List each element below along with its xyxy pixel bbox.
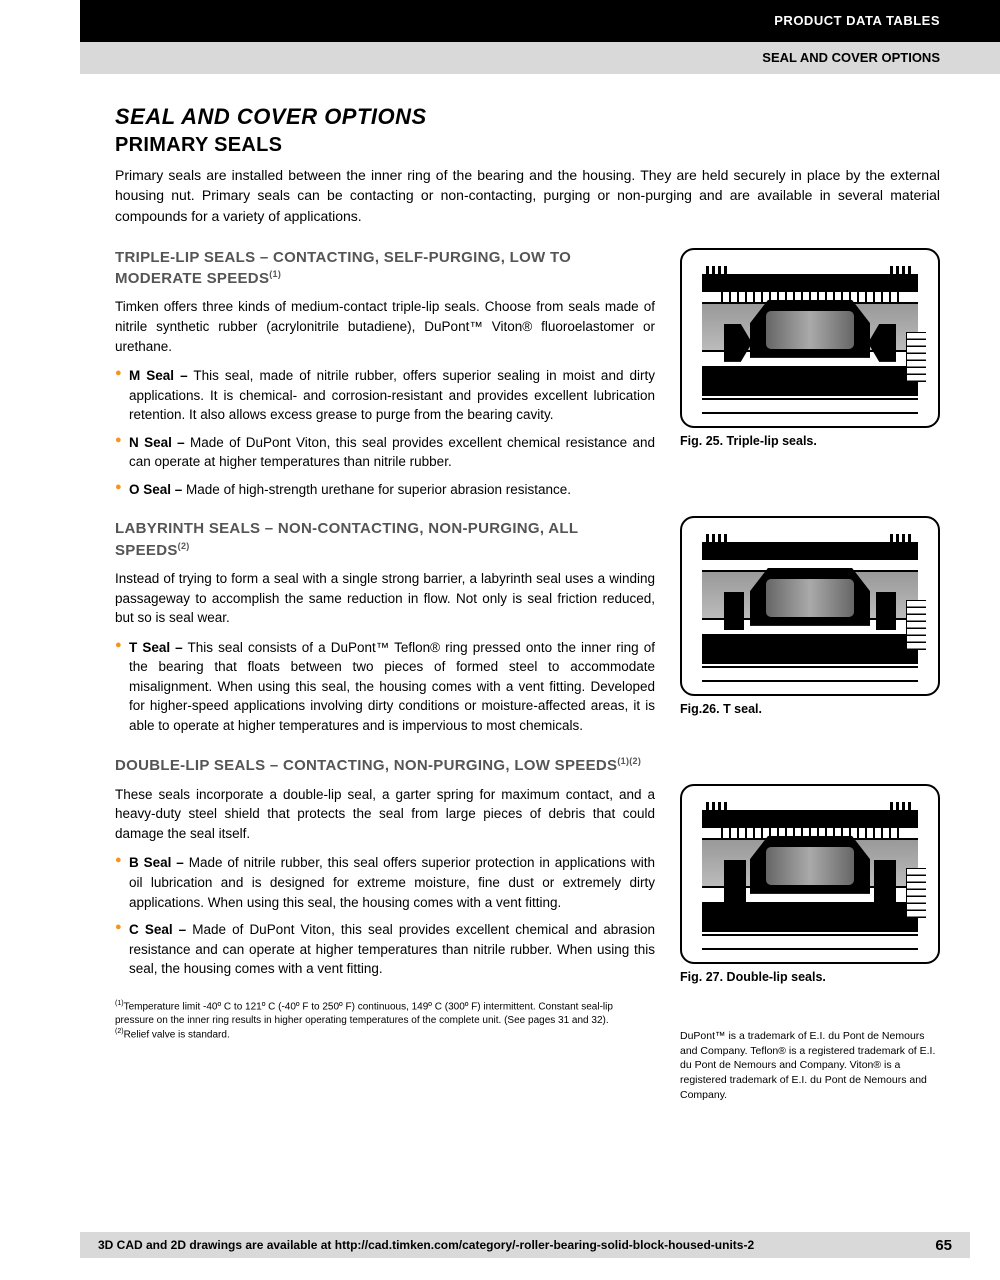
left-column: TRIPLE-LIP SEALS – CONTACTING, SELF-PURG…	[115, 248, 655, 1102]
footnote-2: (2)Relief valve is standard.	[115, 1027, 635, 1042]
header-black-bar: PRODUCT DATA TABLES	[80, 0, 1000, 42]
seal-list-labyrinth: T Seal – This seal consists of a DuPont™…	[115, 638, 655, 736]
footnotes: (1)Temperature limit -40º C to 121º C (-…	[115, 999, 655, 1042]
intro-paragraph: Primary seals are installed between the …	[115, 165, 940, 226]
two-column-layout: TRIPLE-LIP SEALS – CONTACTING, SELF-PURG…	[115, 248, 940, 1102]
footer-bar: 3D CAD and 2D drawings are available at …	[80, 1232, 970, 1258]
figure-26-diagram	[680, 516, 940, 696]
subtitle: PRIMARY SEALS	[115, 134, 940, 157]
header-gray-bar: SEAL AND COVER OPTIONS	[80, 42, 1000, 74]
figure-25-caption: Fig. 25. Triple-lip seals.	[680, 434, 940, 448]
page-number: 65	[935, 1237, 952, 1254]
section-heading-labyrinth: LABYRINTH SEALS – NON-CONTACTING, NON-PU…	[115, 519, 655, 561]
section-heading-double-lip: DOUBLE-LIP SEALS – CONTACTING, NON-PURGI…	[115, 755, 655, 776]
list-item: B Seal – Made of nitrile rubber, this se…	[129, 853, 655, 912]
list-item: T Seal – This seal consists of a DuPont™…	[129, 638, 655, 736]
right-column: Fig. 25. Triple-lip seals. Fig.26. T sea…	[680, 248, 940, 1102]
main-title: SEAL AND COVER OPTIONS	[115, 104, 940, 130]
page-content: SEAL AND COVER OPTIONS PRIMARY SEALS Pri…	[0, 74, 1000, 1102]
section-text-double-lip: These seals incorporate a double-lip sea…	[115, 785, 655, 844]
header-subcategory: SEAL AND COVER OPTIONS	[762, 50, 940, 65]
section-text-triple-lip: Timken offers three kinds of medium-cont…	[115, 297, 655, 356]
figure-27-caption: Fig. 27. Double-lip seals.	[680, 970, 940, 984]
seal-list-double-lip: B Seal – Made of nitrile rubber, this se…	[115, 853, 655, 978]
seal-list-triple-lip: M Seal – This seal, made of nitrile rubb…	[115, 366, 655, 499]
header-category: PRODUCT DATA TABLES	[774, 13, 940, 28]
footer-text: 3D CAD and 2D drawings are available at …	[98, 1238, 754, 1252]
list-item: M Seal – This seal, made of nitrile rubb…	[129, 366, 655, 425]
list-item: C Seal – Made of DuPont Viton, this seal…	[129, 920, 655, 979]
footnote-1: (1)Temperature limit -40º C to 121º C (-…	[115, 999, 635, 1027]
list-item: N Seal – Made of DuPont Viton, this seal…	[129, 433, 655, 472]
figure-25-diagram	[680, 248, 940, 428]
section-heading-triple-lip: TRIPLE-LIP SEALS – CONTACTING, SELF-PURG…	[115, 248, 655, 290]
section-text-labyrinth: Instead of trying to form a seal with a …	[115, 569, 655, 628]
figure-26-caption: Fig.26. T seal.	[680, 702, 940, 716]
list-item: O Seal – Made of high-strength urethane …	[129, 480, 655, 500]
trademark-note: DuPont™ is a trademark of E.I. du Pont d…	[680, 1029, 940, 1102]
figure-27-diagram	[680, 784, 940, 964]
